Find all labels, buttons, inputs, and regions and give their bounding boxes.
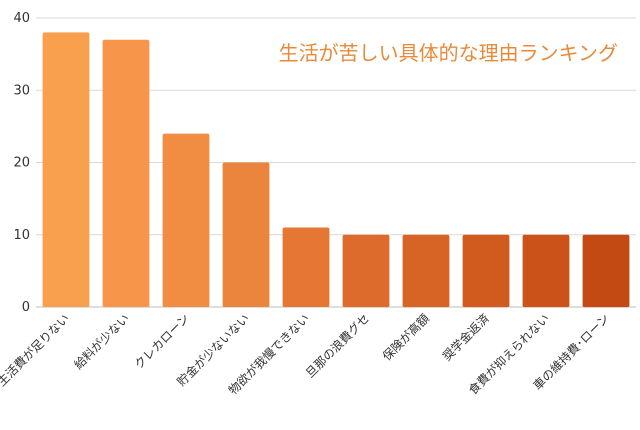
bar <box>342 234 390 308</box>
y-axis-ticks: 0 10 20 30 40 <box>13 11 30 315</box>
x-tick-label: 生活費が足りない <box>0 311 72 389</box>
bar <box>582 234 630 308</box>
bar <box>462 234 510 308</box>
x-tick-label: 保険が高額 <box>379 311 432 364</box>
bar <box>102 39 150 307</box>
bar <box>162 133 210 307</box>
bar <box>282 227 330 307</box>
bar <box>522 234 570 308</box>
bar <box>42 32 90 308</box>
y-tick-label: 40 <box>13 11 30 26</box>
bar <box>222 162 270 307</box>
bar <box>402 234 450 308</box>
y-tick-label: 0 <box>22 300 30 315</box>
y-tick-label: 10 <box>13 228 30 243</box>
x-tick-label: 給料が少ない <box>71 311 133 373</box>
y-tick-label: 30 <box>13 83 30 98</box>
x-tick-label: 奨学金返済 <box>439 311 492 364</box>
bars <box>42 32 630 308</box>
y-tick-label: 20 <box>13 156 30 171</box>
x-tick-label: クレカローン <box>132 311 192 371</box>
x-tick-label: 旦那の浪費グセ <box>302 311 372 381</box>
x-axis-labels: 生活費が足りない 給料が少ない クレカローン貯金が少ないない物欲が我慢できない旦那の… <box>0 311 612 398</box>
chart-title: 生活が苦しい具体的な理由ランキング <box>279 41 618 65</box>
